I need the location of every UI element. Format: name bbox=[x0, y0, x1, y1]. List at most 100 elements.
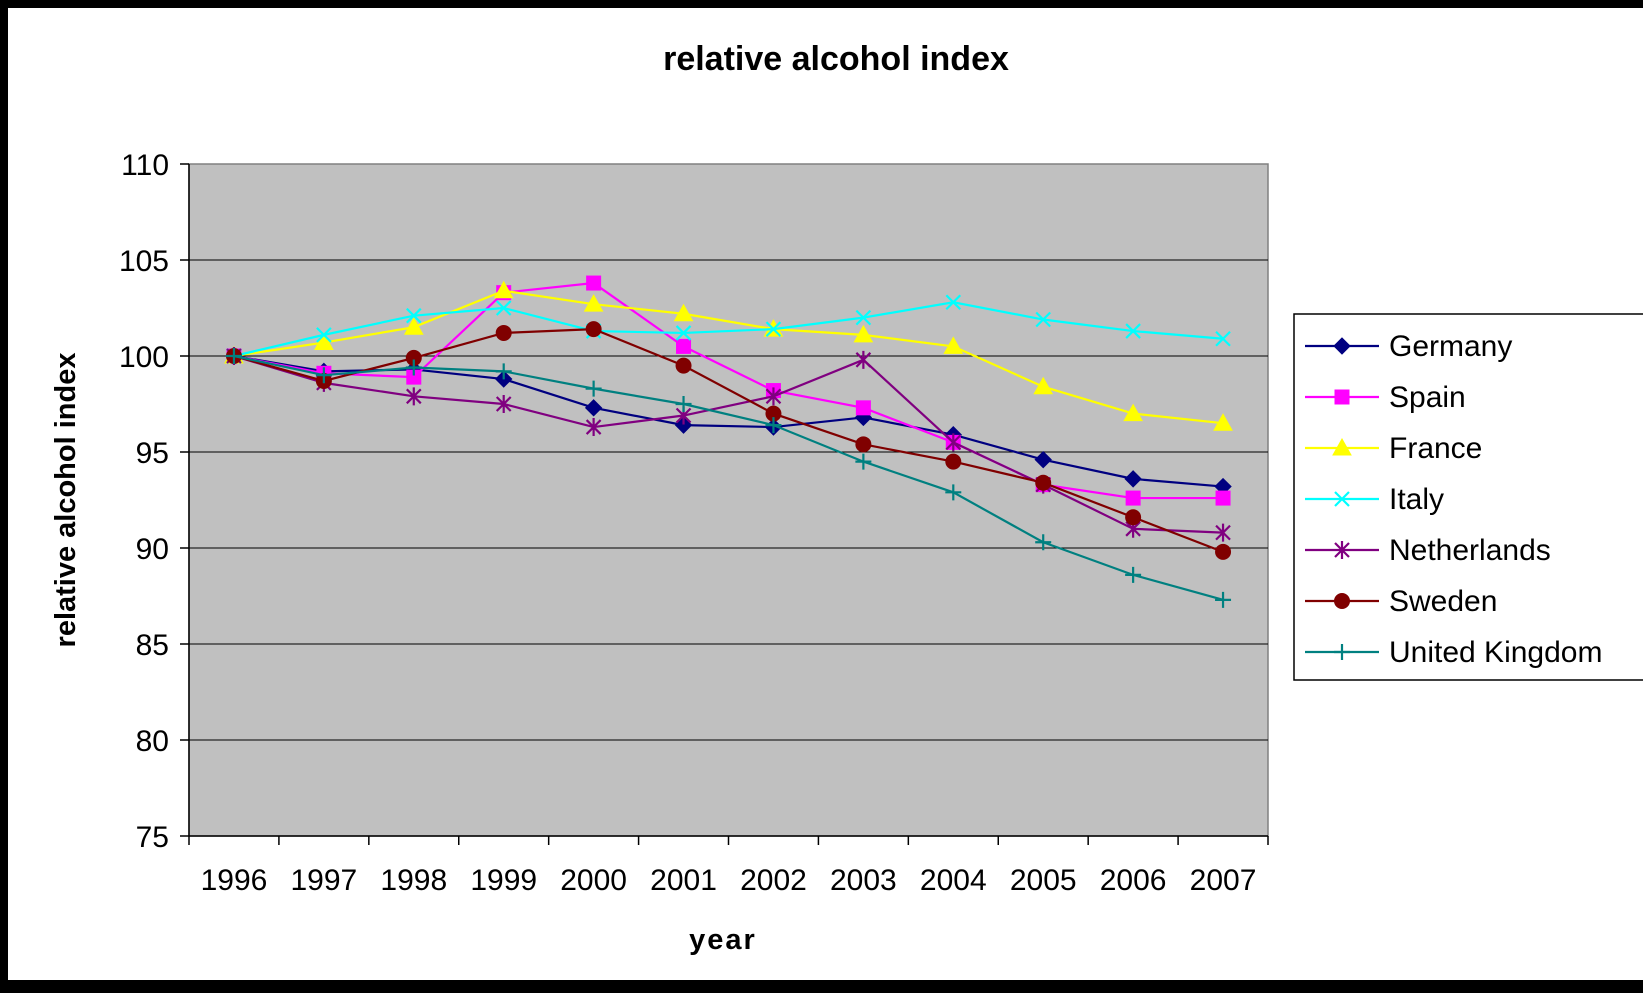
legend: Germany Spain France Italy Netherlands Sweden… bbox=[1293, 313, 1643, 681]
data-point bbox=[495, 363, 512, 380]
data-point bbox=[1334, 644, 1350, 660]
x-tick-label: 2000 bbox=[560, 864, 627, 897]
data-point bbox=[1125, 490, 1141, 506]
data-point bbox=[855, 436, 872, 453]
data-point bbox=[314, 332, 334, 351]
legend-box bbox=[1293, 313, 1643, 681]
data-point bbox=[674, 416, 693, 434]
data-point bbox=[1125, 323, 1141, 339]
data-point bbox=[1035, 311, 1051, 328]
x-axis-title: year bbox=[689, 924, 757, 956]
x-tick-label: 2007 bbox=[1190, 864, 1257, 897]
y-tick-label: 90 bbox=[136, 533, 169, 566]
series-line bbox=[233, 328, 1224, 553]
data-point bbox=[585, 380, 602, 397]
y-axis-title: relative alcohol index bbox=[50, 353, 82, 648]
legend-item-spain: Spain bbox=[1305, 381, 1466, 414]
legend-label: France bbox=[1389, 432, 1482, 465]
series-line bbox=[233, 289, 1224, 425]
x-tick-label: 2004 bbox=[920, 864, 987, 897]
data-point bbox=[584, 399, 603, 417]
x-axis-ticks: 1996 1997 1998 1999 2000 2001 2002 2003 2004 2005… bbox=[188, 836, 1269, 897]
data-point bbox=[765, 387, 782, 406]
data-point bbox=[1124, 470, 1142, 488]
series-united-kingdom bbox=[225, 348, 1232, 608]
data-point bbox=[1333, 337, 1351, 355]
data-point bbox=[1035, 474, 1052, 491]
y-tick-label: 105 bbox=[119, 245, 169, 278]
data-point bbox=[1215, 330, 1231, 347]
data-point bbox=[585, 418, 602, 437]
data-point bbox=[855, 350, 872, 369]
data-point bbox=[1334, 389, 1350, 405]
data-point bbox=[855, 309, 872, 326]
data-point bbox=[1215, 523, 1231, 542]
legend-label: United Kingdom bbox=[1389, 636, 1602, 669]
legend-item-france: France bbox=[1305, 432, 1482, 465]
data-point bbox=[583, 294, 604, 312]
series-line bbox=[233, 354, 1224, 601]
series-line bbox=[233, 281, 1224, 500]
data-point bbox=[1123, 403, 1143, 422]
data-point bbox=[406, 387, 422, 406]
plot-area bbox=[188, 163, 1269, 837]
data-point bbox=[495, 300, 512, 316]
grid-lines bbox=[189, 259, 1268, 741]
data-point bbox=[1035, 534, 1052, 551]
legend-label: Italy bbox=[1389, 483, 1444, 516]
data-point bbox=[675, 325, 692, 341]
data-point bbox=[1334, 491, 1350, 507]
data-point bbox=[1334, 541, 1350, 559]
data-point bbox=[225, 348, 242, 364]
y-tick-label: 100 bbox=[119, 341, 169, 374]
legend-item-netherlands: Netherlands bbox=[1305, 534, 1551, 567]
legend-label: Netherlands bbox=[1389, 534, 1551, 567]
x-tick-label: 2002 bbox=[740, 864, 807, 897]
data-point bbox=[945, 484, 962, 501]
data-point bbox=[403, 317, 424, 335]
legend-label: Germany bbox=[1389, 330, 1512, 363]
data-point bbox=[1215, 543, 1232, 560]
data-point bbox=[406, 307, 422, 324]
x-tick-label: 1997 bbox=[291, 864, 358, 897]
data-point bbox=[1332, 437, 1352, 456]
data-point bbox=[1033, 376, 1054, 395]
series-group bbox=[224, 275, 1233, 608]
x-tick-label: 1999 bbox=[470, 864, 537, 897]
y-tick-label: 85 bbox=[136, 629, 169, 662]
data-point bbox=[1125, 509, 1142, 526]
data-point bbox=[675, 357, 692, 374]
data-point bbox=[405, 359, 422, 376]
data-point bbox=[1034, 450, 1052, 469]
data-point bbox=[316, 327, 332, 343]
data-point bbox=[675, 396, 692, 412]
data-point bbox=[1215, 591, 1232, 608]
data-point bbox=[945, 294, 962, 311]
legend-item-sweden: Sweden bbox=[1305, 585, 1497, 618]
chart-title: relative alcohol index bbox=[663, 40, 1009, 78]
data-point bbox=[315, 367, 332, 384]
legend-label: Sweden bbox=[1389, 585, 1497, 618]
x-tick-label: 2003 bbox=[830, 864, 897, 897]
legend-item-united-kingdom: United Kingdom bbox=[1305, 636, 1602, 669]
data-point bbox=[943, 336, 964, 354]
y-tick-label: 75 bbox=[136, 821, 169, 854]
series-line bbox=[233, 301, 1224, 358]
x-tick-label: 1996 bbox=[201, 864, 268, 897]
data-point bbox=[1213, 413, 1233, 431]
x-tick-label: 2005 bbox=[1010, 864, 1077, 897]
data-point bbox=[676, 338, 692, 354]
legend-item-italy: Italy bbox=[1305, 483, 1444, 516]
legend-label: Spain bbox=[1389, 381, 1466, 414]
data-point bbox=[495, 395, 512, 413]
data-point bbox=[1215, 490, 1231, 506]
data-point bbox=[585, 321, 602, 338]
data-point bbox=[765, 321, 782, 337]
data-point bbox=[945, 453, 962, 470]
y-tick-label: 80 bbox=[136, 725, 169, 758]
y-tick-label: 95 bbox=[136, 437, 169, 470]
x-tick-label: 2001 bbox=[650, 864, 717, 897]
data-point bbox=[586, 275, 602, 291]
